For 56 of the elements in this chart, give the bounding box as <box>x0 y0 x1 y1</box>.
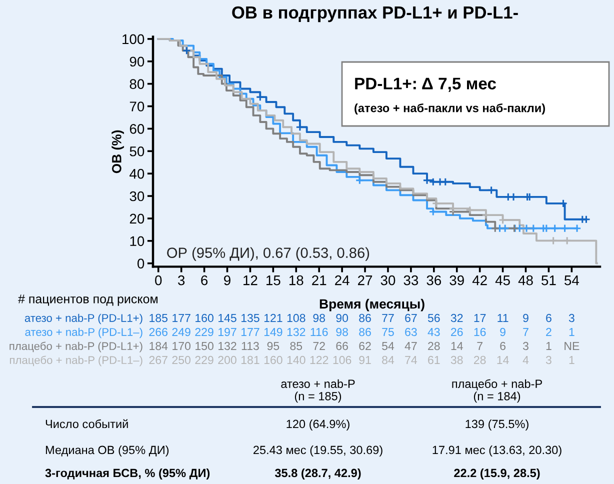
text: 3-годичная БСВ, % (95% ДИ) <box>45 468 210 480</box>
x-axis-title: Время (месяцы) <box>320 298 424 312</box>
text: атезо + nab-P (PD-L1–) <box>25 328 142 338</box>
x-tick-label: 30 <box>380 275 396 286</box>
y-tick-label: 30 <box>130 191 144 202</box>
x-tick-label: 42 <box>472 275 487 286</box>
y-tick-label: 10 <box>130 236 144 246</box>
x-tick-label: 21 <box>312 275 326 286</box>
text: 185 177 160 145 135 121 108 98 90 86 77 67 56 32 17 11 9 6 3 <box>150 314 574 322</box>
y-tick-label: 60 <box>130 124 144 134</box>
x-tick-label: 45 <box>495 276 510 286</box>
text: 17.91 мес (13.63, 20.30) <box>432 445 562 456</box>
chart-title: ОВ в подгруппах PD-L1+ и PD-L1- <box>232 6 518 22</box>
text: 184 170 150 132 113 95 85 72 66 62 54 47 28 14 7 6 3 1 NE <box>150 342 580 350</box>
y-axis-title: ОВ (%) <box>112 130 124 174</box>
text: плацебо + nab-P (PD-L1–) <box>10 356 142 366</box>
text: 25.43 мес (19.55, 30.69) <box>254 445 382 456</box>
text: 120 (64.9%) <box>286 419 350 430</box>
text: # пациентов под риском <box>18 294 158 306</box>
text: атезо + nab-P (n = 185) <box>281 379 355 403</box>
annotation: (атезо + наб-пакли vs наб-пакли) <box>354 103 545 115</box>
text: плацебо + nab-P (PD-L1+) <box>10 342 142 352</box>
text: 266 249 229 197 177 149 132 116 98 86 75 63 43 26 16 9 7 2 1 <box>149 328 574 336</box>
x-tick-label: 36 <box>426 275 442 286</box>
text: плацебо + nab-P (n = 184) <box>452 379 542 403</box>
y-tick-label: 0 <box>137 258 144 269</box>
y-tick-label: 70 <box>130 102 144 112</box>
x-tick-label: 51 <box>542 276 556 286</box>
annotation: ОР (95% ДИ), 0.67 (0.53, 0.86) <box>167 247 370 261</box>
y-tick-label: 90 <box>130 56 144 67</box>
text: Число событий <box>46 419 128 428</box>
text: 139 (75.5%) <box>466 419 528 430</box>
x-tick-label: 24 <box>335 275 350 286</box>
x-tick-label: 0 <box>155 275 162 286</box>
x-tick-label: 12 <box>244 275 258 286</box>
text: атезо + nab-P (PD-L1+) <box>24 314 142 324</box>
x-tick-label: 27 <box>358 275 372 286</box>
x-tick-label: 3 <box>178 275 185 286</box>
text: 22.2 (15.9, 28.5) <box>454 468 540 480</box>
y-tick-label: 20 <box>130 214 144 224</box>
x-tick-label: 15 <box>266 276 280 286</box>
y-tick-label: 100 <box>122 34 144 44</box>
y-tick-label: 50 <box>130 146 144 156</box>
annotation: PD-L1+: Δ 7,5 мес <box>355 78 496 92</box>
text: 267 250 229 200 181 160 140 122 106 91 84 74 61 38 28 14 4 3 1 <box>149 356 574 364</box>
y-tick-label: 40 <box>130 168 144 179</box>
text: 35.8 (28.7, 42.9) <box>274 468 361 480</box>
text: Медиана ОВ (95% ДИ) <box>46 445 169 456</box>
x-tick-label: 6 <box>201 275 208 286</box>
y-tick-label: 80 <box>130 79 144 89</box>
x-tick-label: 18 <box>289 275 304 286</box>
x-tick-label: 39 <box>450 275 464 286</box>
x-tick-label: 9 <box>224 275 230 286</box>
x-tick-label: 48 <box>518 275 533 286</box>
x-tick-label: 54 <box>564 276 579 286</box>
x-tick-label: 33 <box>404 275 418 286</box>
